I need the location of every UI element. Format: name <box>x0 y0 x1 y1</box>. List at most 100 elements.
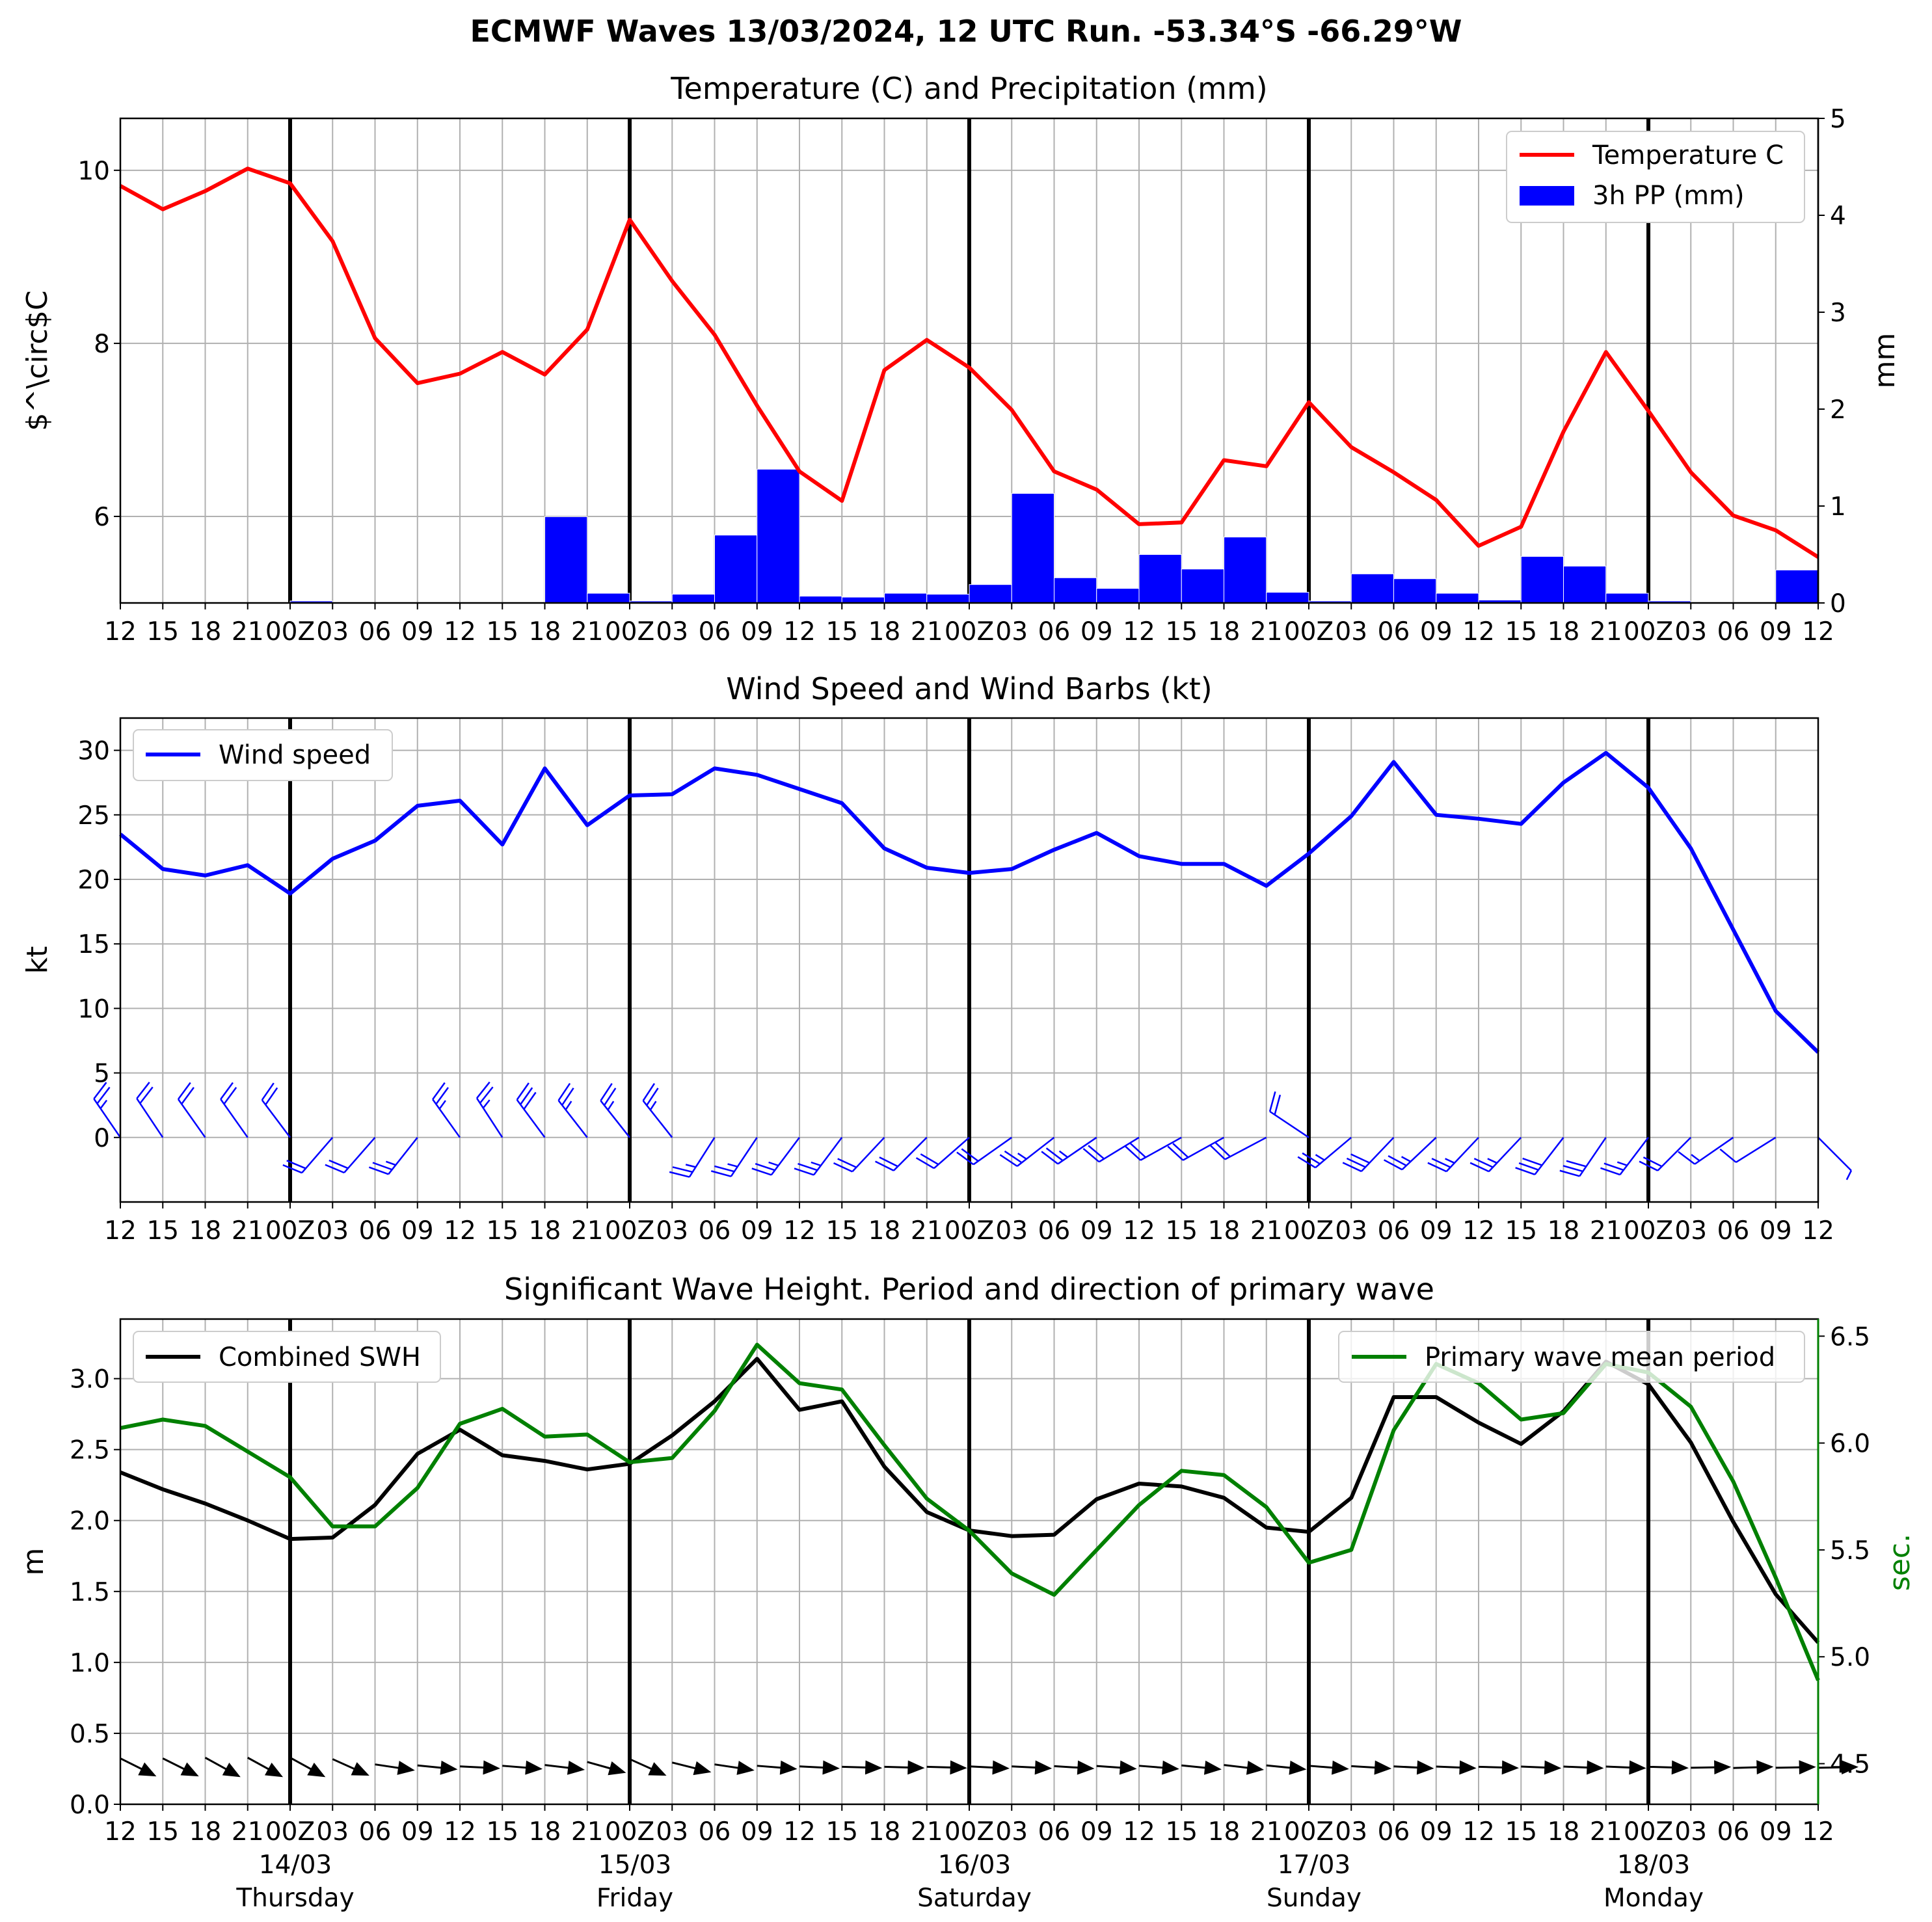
x-tick-label: 21 <box>232 617 264 647</box>
y-tick-label: 6 <box>94 503 110 532</box>
legend-swatch-precip <box>1520 186 1574 206</box>
x-tick-label: 09 <box>1760 617 1792 647</box>
wind-barb-feather <box>479 1086 494 1104</box>
wind-barb-feather <box>833 1162 853 1173</box>
legend-label-wind: Wind speed <box>219 740 371 770</box>
wind-barb-staff <box>177 1099 206 1138</box>
wind-barb-staff <box>730 1137 758 1177</box>
precip-bar <box>969 584 1012 604</box>
precip-bar <box>544 516 588 604</box>
wind-barb-feather <box>1172 1143 1189 1158</box>
arrow-head <box>180 1762 199 1777</box>
wind-barb-feather <box>1522 1157 1542 1166</box>
wave-direction-arrow <box>1436 1760 1477 1775</box>
x-tick-label: 12 <box>783 617 816 647</box>
x-tick-label: 18 <box>529 1216 561 1246</box>
arrow-head <box>397 1761 415 1775</box>
wind-barb-feather <box>1214 1141 1231 1158</box>
arrow-head <box>1629 1760 1646 1775</box>
wind-barb-staff <box>892 1136 928 1171</box>
wind-barb-feather <box>435 1087 449 1105</box>
wind-barb-staff <box>343 1136 376 1173</box>
x-tick-label: 00Z <box>605 617 654 647</box>
y-tick-label: 20 <box>77 866 110 895</box>
precip-bar <box>1011 493 1054 604</box>
wave-direction-arrow <box>1096 1760 1137 1775</box>
x-tick-label: 03 <box>316 617 349 647</box>
legend: Temperature C 3h PP (mm) <box>1506 131 1805 223</box>
day-date-label: 17/03 <box>1278 1850 1350 1880</box>
panel-frame <box>119 717 1819 1203</box>
wind-barb <box>999 1136 1055 1168</box>
wind-barb <box>220 1082 248 1138</box>
wave-direction-arrow <box>1012 1760 1053 1775</box>
wind-barb-half-feather <box>1617 1161 1628 1166</box>
wind-barb-feather <box>261 1082 275 1101</box>
wind-barb-staff <box>1269 1110 1309 1138</box>
y-tick-label: 0 <box>94 1124 110 1153</box>
x-tick-label: 12 <box>1802 1817 1834 1847</box>
wind-barb-feather <box>1041 1151 1059 1165</box>
x-tick-label: 06 <box>1717 1817 1750 1847</box>
x-tick-label: 03 <box>1674 1216 1707 1246</box>
x-tick-label: 03 <box>316 1817 349 1847</box>
wind-barb-feather <box>920 1153 939 1166</box>
wind-barb-staff <box>1315 1136 1352 1169</box>
x-tick-label: 15 <box>146 1817 179 1847</box>
x-tick-label: 09 <box>741 617 773 647</box>
x-tick-label: 12 <box>444 1216 476 1246</box>
wind-barb-feather <box>915 1157 935 1169</box>
panel-title: Temperature (C) and Precipitation (mm) <box>670 71 1267 106</box>
x-tick-label: 12 <box>1462 617 1495 647</box>
x-tick-label: 12 <box>1802 1216 1834 1246</box>
arrow-head <box>1587 1760 1604 1775</box>
wind-barb-half-feather <box>1691 1154 1700 1162</box>
wind-barb-staff <box>1445 1136 1479 1173</box>
wind-barb-staff <box>1657 1136 1692 1171</box>
y-tick-label: 2.5 <box>70 1436 110 1465</box>
precip-bar <box>841 596 885 604</box>
x-tick-label: 00Z <box>945 1216 994 1246</box>
wind-barb-staff <box>1818 1136 1852 1171</box>
right-tick-label: 5.5 <box>1830 1536 1870 1566</box>
wind-barb <box>261 1082 291 1138</box>
wind-barb-feather <box>223 1087 237 1105</box>
wind-barb <box>177 1082 206 1138</box>
right-tick-label: 4.5 <box>1830 1750 1870 1780</box>
wind-barb-half-feather <box>1845 1170 1853 1181</box>
wave-direction-arrow <box>1393 1760 1434 1775</box>
x-tick-label: 15 <box>1505 1216 1537 1246</box>
wave-direction-arrow <box>1605 1760 1646 1775</box>
wave-direction-arrow <box>842 1760 883 1775</box>
wind-barb-feather <box>1082 1148 1100 1163</box>
x-tick-label: 00Z <box>945 1817 994 1847</box>
wind-barb <box>956 1136 1012 1166</box>
wave-direction-arrow <box>1733 1760 1774 1775</box>
y-tick-label: 1.0 <box>70 1649 110 1678</box>
x-tick-label: 21 <box>1250 617 1283 647</box>
wind-barb-staff <box>261 1099 291 1138</box>
arrow-head <box>779 1760 798 1775</box>
precip-bar <box>884 593 928 604</box>
wave-direction-arrow <box>544 1760 585 1775</box>
wind-barb-feather <box>325 1164 345 1174</box>
wind-barb-half-feather <box>1315 1154 1325 1161</box>
x-tick-label: 12 <box>444 617 476 647</box>
wave-direction-arrow <box>757 1760 798 1775</box>
arrow-head <box>1289 1760 1307 1775</box>
x-tick-label: 09 <box>741 1216 773 1246</box>
wind-barb-half-feather <box>1487 1158 1497 1164</box>
wave-direction-arrow <box>1478 1760 1519 1775</box>
x-tick-label: 03 <box>995 1216 1028 1246</box>
wave-direction-arrow <box>1224 1760 1265 1775</box>
x-tick-label: 06 <box>1038 1817 1071 1847</box>
wind-barb-feather <box>1350 1153 1370 1164</box>
precip-bar <box>926 594 970 604</box>
wind-barb <box>751 1137 801 1176</box>
wind-barb-feather <box>1209 1144 1226 1160</box>
wind-barb-feather <box>1342 1162 1362 1173</box>
wind-barb <box>1209 1136 1267 1160</box>
x-tick-label: 18 <box>1548 1216 1580 1246</box>
wind-barb-staff <box>301 1136 334 1174</box>
wave-direction-arrow <box>120 1757 157 1777</box>
